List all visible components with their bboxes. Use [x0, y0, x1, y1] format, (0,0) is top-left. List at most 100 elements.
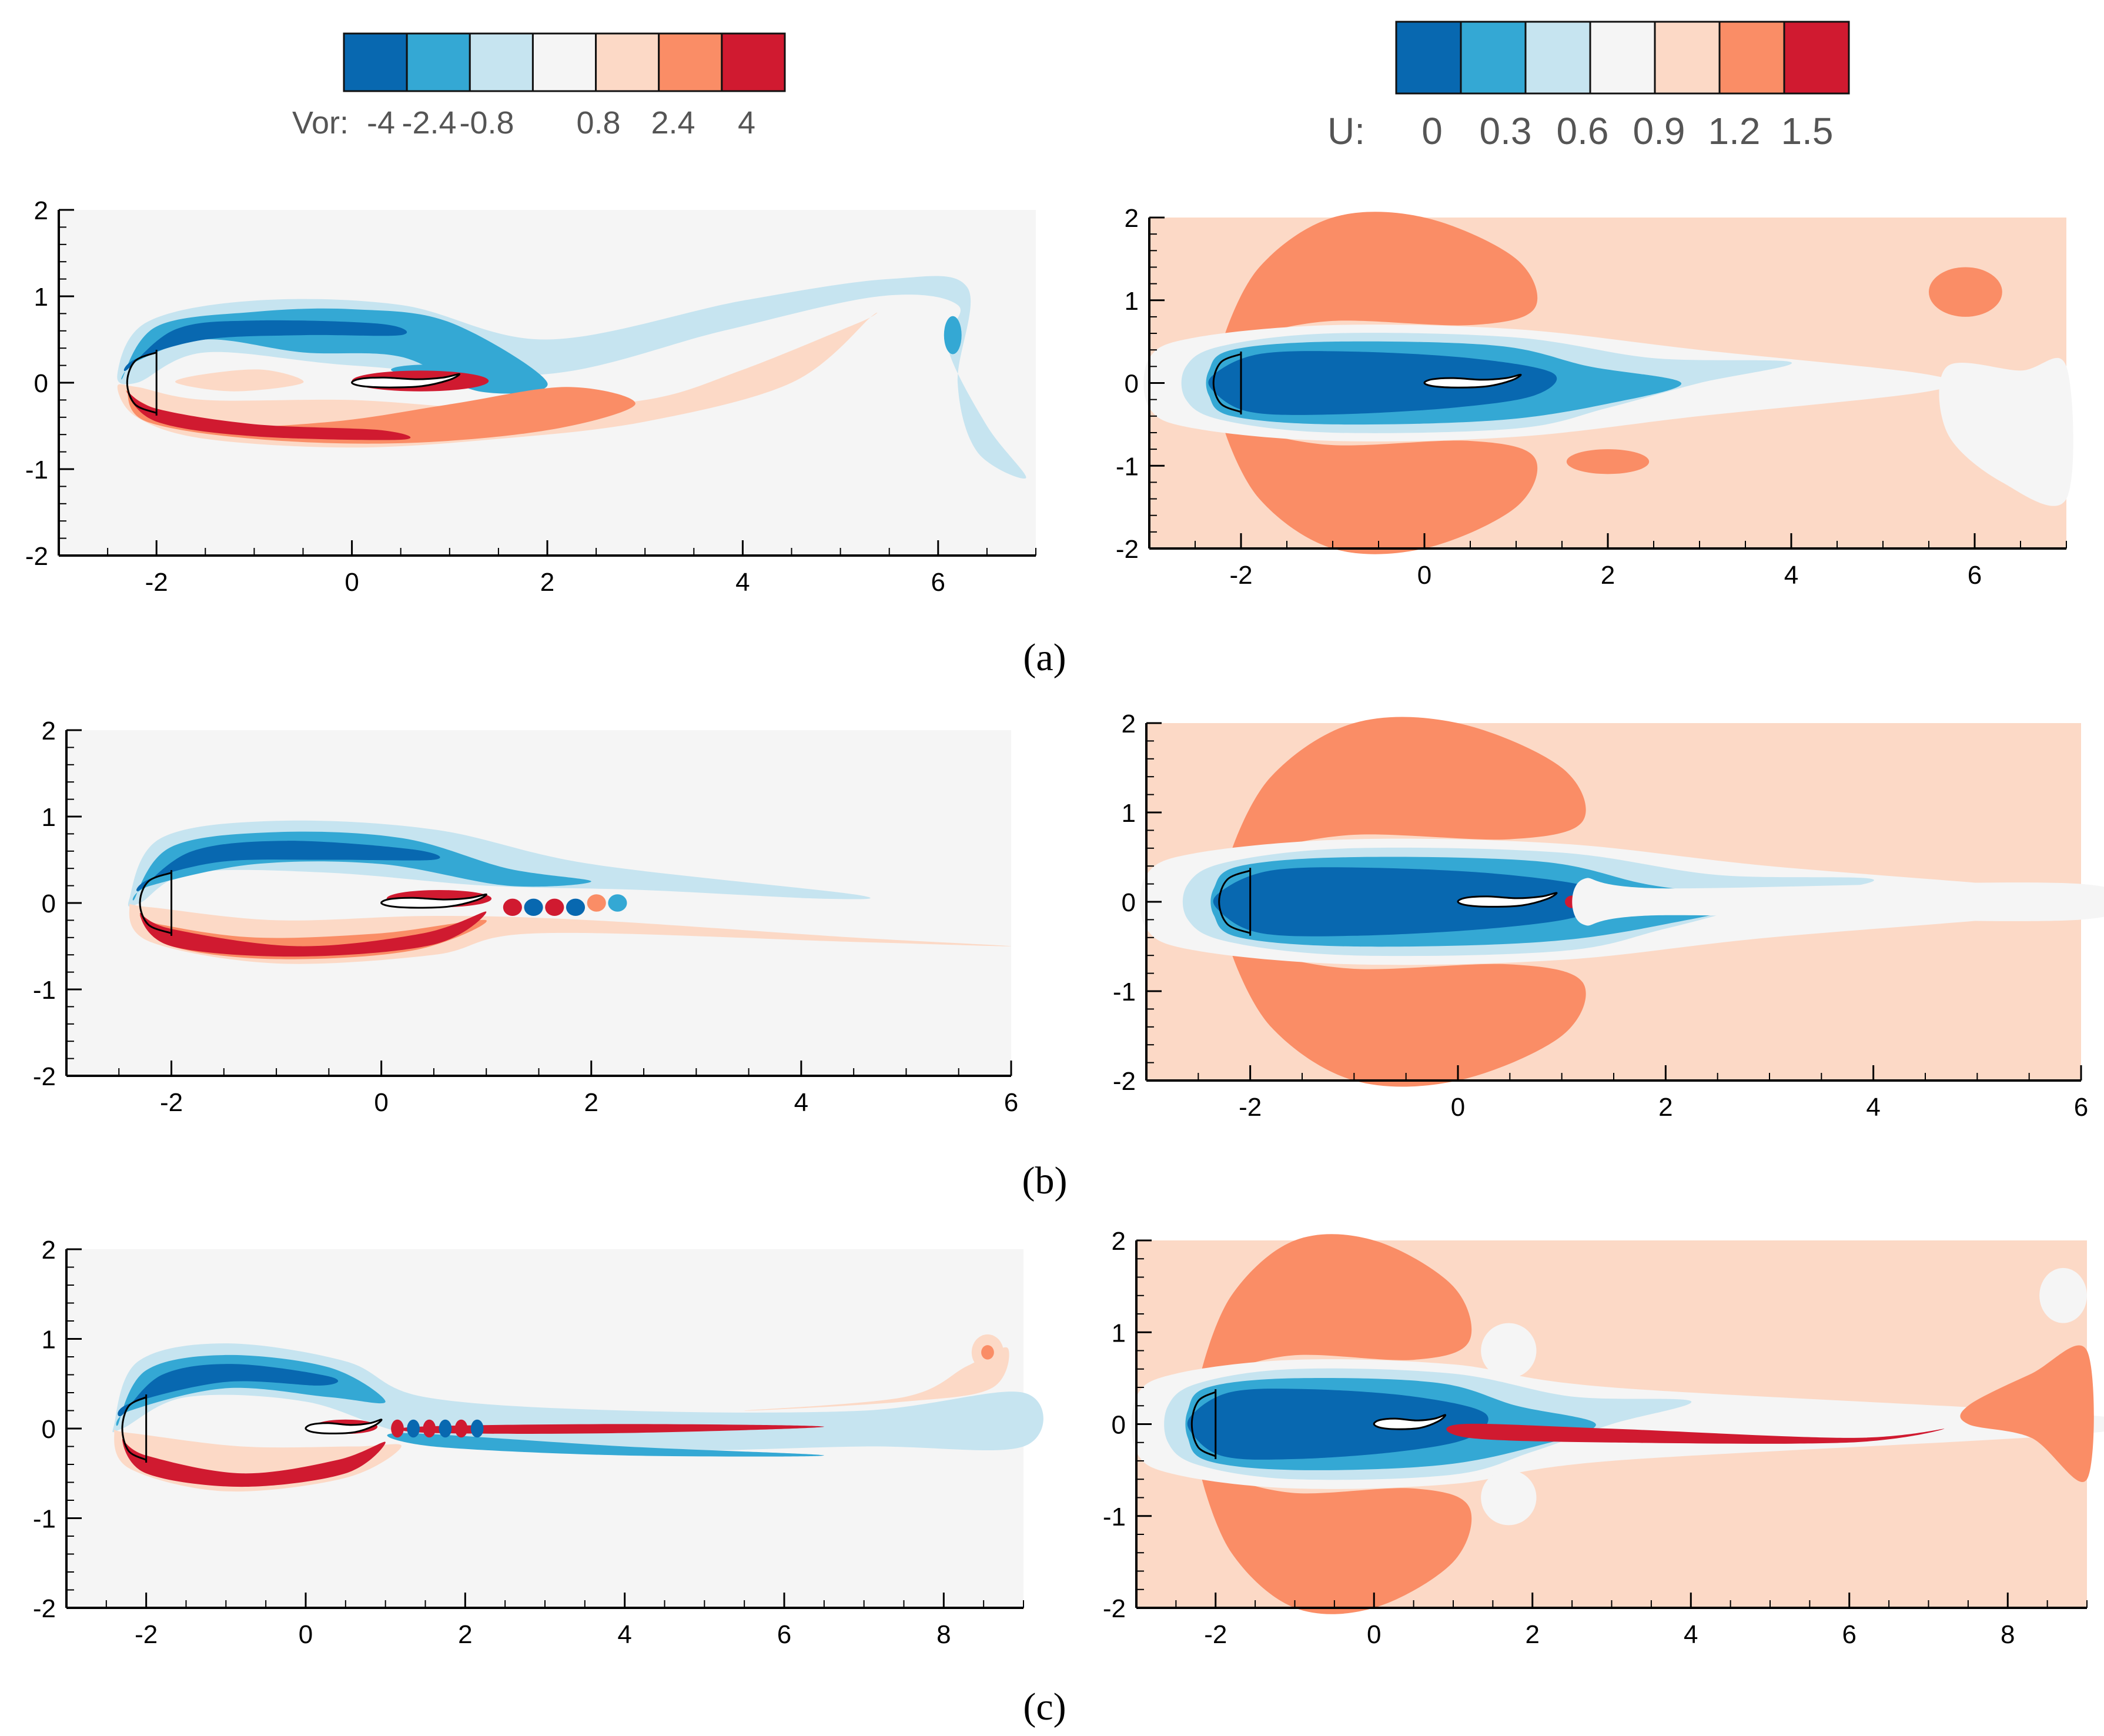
obstacle-front: [126, 352, 157, 414]
x-tick-label: 2: [458, 1620, 472, 1649]
x-tick-label: 4: [794, 1088, 808, 1117]
y-tick-label: -1: [1116, 452, 1139, 481]
y-tick-label: 0: [34, 369, 48, 398]
panel-c-vorticity: 2 1 0 -1 -2 -2 0 2 4 6 8: [33, 1236, 1043, 1649]
x-tick-label: 6: [1968, 561, 1982, 590]
x-tick-label: 2: [1658, 1093, 1673, 1122]
y-tick-label: -1: [33, 1505, 56, 1534]
velocity-blob: [1566, 449, 1650, 474]
vorticity-tick-label: -0.8: [459, 105, 514, 141]
x-tick-label: 4: [1784, 561, 1798, 590]
panel-b-velocity: 2 1 0 -1 -2 -2 0 2 4 6: [1113, 710, 2104, 1122]
velocity-contour: [1213, 867, 1608, 936]
y-tick-label: 1: [1125, 287, 1139, 316]
velocity-contour: [1572, 878, 2104, 926]
captions: (a) (b) (c): [1022, 636, 1068, 1728]
vortex-street-blob: [503, 898, 522, 916]
x-tick-label: -2: [135, 1620, 158, 1649]
velocity-tick-label: 0.3: [1480, 110, 1532, 152]
vorticity-swatch: [469, 32, 534, 92]
y-tick-label: 0: [42, 1415, 56, 1444]
x-tick-label: 8: [2001, 1620, 2015, 1649]
vorticity-label: Vor:: [292, 105, 349, 141]
vorticity-tick-label: -2.4: [402, 105, 456, 141]
velocity-swatch: [1589, 21, 1656, 95]
vorticity-contour: [118, 1364, 339, 1417]
vortex-street-blob: [470, 1419, 484, 1438]
vorticity-contour: [127, 391, 411, 440]
y-tick-label: 2: [1122, 710, 1136, 738]
velocity-contour: [1228, 941, 1586, 1087]
velocity-blob: [1481, 1323, 1537, 1379]
vorticity-swatch: [343, 32, 408, 92]
vorticity-tick-label: 0.8: [576, 105, 620, 141]
x-tick-label: 4: [1684, 1620, 1698, 1649]
velocity-contour: [1208, 351, 1557, 415]
y-tick-label: -2: [1103, 1594, 1126, 1623]
vorticity-swatch: [406, 32, 471, 92]
airfoil-outline: [305, 1419, 383, 1434]
panel-a-vorticity: 2 1 0 -1 -2 -2 0 2 4 6: [25, 196, 1036, 597]
vorticity-swatch: [721, 32, 786, 92]
x-tick-label: 0: [344, 568, 359, 597]
y-tick-label: -2: [1116, 535, 1139, 564]
velocity-tick-label: 1.5: [1781, 110, 1834, 152]
panel-caption: (a): [1023, 636, 1066, 679]
vortex-street-blob: [587, 894, 606, 912]
y-tick-label: -1: [1103, 1503, 1126, 1531]
y-tick-label: -2: [33, 1062, 56, 1091]
vorticity-contour: [744, 1347, 1009, 1411]
y-tick-label: 2: [1112, 1227, 1126, 1256]
vorticity-tick-label: -4: [367, 105, 395, 141]
velocity-tick-label: 0: [1421, 110, 1443, 152]
x-tick-label: 4: [1866, 1093, 1880, 1122]
vorticity-swatch: [658, 32, 723, 92]
vortex-street-blob: [454, 1419, 468, 1438]
vorticity-contour: [112, 1343, 1043, 1451]
vorticity-contour: [139, 911, 487, 957]
panel-c-velocity: 2 1 0 -1 -2 -2 0 2 4 6 8: [1103, 1227, 2104, 1649]
x-tick-label: 2: [584, 1088, 598, 1117]
x-tick-label: 6: [1004, 1088, 1018, 1117]
airfoil-outline: [1423, 373, 1522, 389]
vorticity-swatch: [531, 32, 597, 92]
y-tick-label: -2: [33, 1594, 56, 1623]
y-tick-label: -1: [1113, 978, 1136, 1006]
x-tick-label: 2: [1601, 561, 1615, 590]
x-tick-label: 2: [540, 568, 554, 597]
x-tick-label: 2: [1526, 1620, 1540, 1649]
vorticity-tick-label: 4: [738, 105, 755, 141]
velocity-contour: [1199, 1234, 1472, 1384]
vorticity-blob: [981, 1345, 994, 1360]
vorticity-contour: [399, 1424, 824, 1434]
velocity-swatch: [1460, 21, 1527, 95]
x-tick-label: -2: [145, 568, 168, 597]
velocity-blob: [2039, 1267, 2087, 1323]
velocity-swatch: [1654, 21, 1721, 95]
vorticity-contour: [136, 841, 440, 891]
x-tick-label: -2: [1204, 1620, 1227, 1649]
obstacle-front: [1218, 869, 1251, 934]
velocity-swatch: [1395, 21, 1462, 95]
vortex-street-blob: [608, 894, 627, 912]
y-tick-label: -1: [33, 976, 56, 1005]
y-tick-label: 1: [42, 1326, 56, 1354]
velocity-tick-label: 0.6: [1557, 110, 1609, 152]
y-tick-label: 0: [1112, 1411, 1126, 1440]
x-tick-label: 0: [374, 1088, 388, 1117]
x-tick-label: 8: [936, 1620, 951, 1649]
y-tick-label: 0: [42, 889, 56, 918]
velocity-blob: [1929, 267, 2002, 317]
x-tick-label: 6: [1842, 1620, 1857, 1649]
airfoil-outline: [380, 893, 487, 909]
vorticity-contour: [117, 312, 878, 448]
obstacle-front: [139, 872, 172, 934]
x-tick-label: 6: [777, 1620, 791, 1649]
vorticity-contour: [387, 1433, 824, 1457]
vorticity-swatch: [595, 32, 660, 92]
vortex-street-blob: [391, 1419, 404, 1438]
velocity-contour: [1187, 1389, 1488, 1460]
airfoil-outline: [351, 373, 460, 389]
y-tick-label: -1: [25, 456, 48, 484]
panel-caption: (b): [1022, 1159, 1068, 1202]
